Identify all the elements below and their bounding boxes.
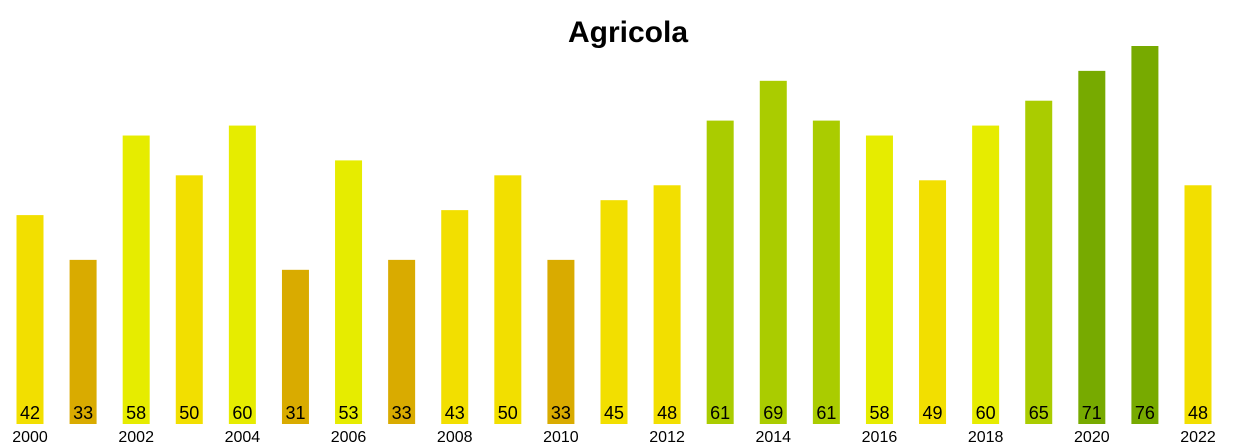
bar bbox=[759, 80, 787, 424]
value-label: 33 bbox=[392, 403, 412, 423]
bar bbox=[1078, 70, 1106, 425]
bar bbox=[281, 269, 309, 424]
value-label: 60 bbox=[976, 403, 996, 423]
value-label: 58 bbox=[869, 403, 889, 423]
bar bbox=[812, 120, 840, 425]
bar bbox=[175, 175, 203, 424]
x-tick-label: 2006 bbox=[331, 429, 367, 446]
value-label: 71 bbox=[1082, 403, 1102, 423]
value-label: 42 bbox=[20, 403, 40, 423]
x-tick-label: 2012 bbox=[649, 429, 685, 446]
value-label: 31 bbox=[285, 403, 305, 423]
bar bbox=[972, 125, 1000, 424]
bar bbox=[388, 259, 416, 424]
x-tick-label: 2000 bbox=[12, 429, 48, 446]
value-label: 49 bbox=[923, 403, 943, 423]
bar bbox=[69, 259, 97, 424]
value-label: 65 bbox=[1029, 403, 1049, 423]
chart-title: Agricola bbox=[568, 16, 688, 49]
value-label: 60 bbox=[232, 403, 252, 423]
x-tick-label: 2020 bbox=[1074, 429, 1110, 446]
bar bbox=[494, 175, 522, 424]
value-label: 53 bbox=[339, 403, 359, 423]
x-tick-label: 2018 bbox=[968, 429, 1004, 446]
value-label: 76 bbox=[1135, 403, 1155, 423]
value-label: 69 bbox=[763, 403, 783, 423]
value-label: 48 bbox=[1188, 403, 1208, 423]
x-tick-label: 2014 bbox=[755, 429, 791, 446]
bar bbox=[653, 185, 681, 424]
x-tick-label: 2008 bbox=[437, 429, 473, 446]
value-label: 50 bbox=[498, 403, 518, 423]
value-label: 61 bbox=[710, 403, 730, 423]
bar bbox=[335, 160, 363, 425]
bar bbox=[865, 135, 893, 425]
bar bbox=[228, 125, 256, 424]
value-label: 43 bbox=[445, 403, 465, 423]
bar bbox=[16, 215, 44, 424]
bar bbox=[919, 180, 947, 424]
value-label: 48 bbox=[657, 403, 677, 423]
x-tick-label: 2002 bbox=[118, 429, 154, 446]
bar bbox=[122, 135, 150, 425]
x-tick-label: 2010 bbox=[543, 429, 579, 446]
bar bbox=[706, 120, 734, 425]
value-label: 33 bbox=[551, 403, 571, 423]
x-tick-label: 2016 bbox=[862, 429, 898, 446]
bar bbox=[1184, 185, 1212, 424]
x-tick-label: 2004 bbox=[225, 429, 261, 446]
value-label: 45 bbox=[604, 403, 624, 423]
bar bbox=[547, 259, 575, 424]
value-label: 50 bbox=[179, 403, 199, 423]
x-tick-label: 2022 bbox=[1180, 429, 1216, 446]
bar bbox=[1131, 46, 1159, 424]
value-label: 61 bbox=[816, 403, 836, 423]
bar bbox=[600, 200, 628, 424]
bar bbox=[1025, 100, 1053, 425]
bar bbox=[441, 210, 469, 424]
value-label: 58 bbox=[126, 403, 146, 423]
value-label: 33 bbox=[73, 403, 93, 423]
